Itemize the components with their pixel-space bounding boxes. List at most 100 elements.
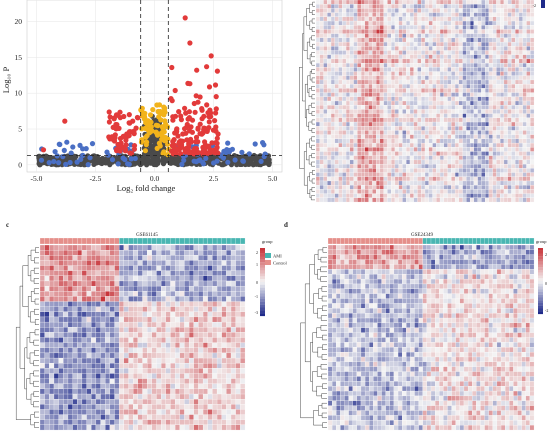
heatmap-cell <box>349 109 354 114</box>
heatmap-cell <box>515 138 520 144</box>
heatmap-cell <box>334 138 339 144</box>
heatmap-cell <box>454 96 460 102</box>
heatmap-cell <box>353 159 358 165</box>
heatmap-cell <box>439 126 444 131</box>
heatmap-cell <box>109 280 115 287</box>
heatmap-cell <box>230 244 236 251</box>
heatmap-cell <box>424 117 429 123</box>
heatmap-cell <box>161 270 166 277</box>
heatmap-cell <box>383 41 388 47</box>
heatmap-cell <box>383 193 388 198</box>
heatmap-cell <box>91 352 97 359</box>
heatmap-cell <box>462 50 467 55</box>
heatmap-cell <box>221 347 227 354</box>
heatmap-cell <box>477 121 482 127</box>
heatmap-cell <box>458 109 463 114</box>
heatmap-cell <box>91 260 97 266</box>
heatmap-cell <box>454 62 460 68</box>
heatmap-cell <box>357 121 362 127</box>
heatmap-cell <box>417 20 422 26</box>
heatmap-cell <box>447 79 452 85</box>
heatmap-cell <box>428 58 433 64</box>
heatmap-cell <box>357 62 362 68</box>
heatmap-cell <box>349 92 354 97</box>
heatmap-cell <box>417 88 422 93</box>
heatmap-cell <box>391 185 396 190</box>
heatmap-cell <box>184 265 190 271</box>
heatmap-cell <box>379 62 384 68</box>
heatmap-cell <box>462 172 467 177</box>
heatmap-cell <box>409 29 414 34</box>
heatmap-cell <box>402 180 407 186</box>
heatmap-cell <box>315 88 320 93</box>
heatmap-cell <box>376 54 381 60</box>
heatmap-cell <box>387 155 392 161</box>
heatmap-cell <box>417 105 422 110</box>
heatmap-cell <box>413 75 418 81</box>
heatmap-cell <box>338 185 343 190</box>
heatmap-cell <box>342 180 347 186</box>
heatmap-cell <box>488 4 493 9</box>
heatmap-cell <box>492 155 497 161</box>
heatmap-cell <box>406 138 411 144</box>
volcano-point <box>193 93 199 99</box>
heatmap-cell <box>105 347 111 354</box>
heatmap-cell <box>368 100 373 106</box>
heatmap-cell <box>147 327 152 333</box>
group-bar-cell <box>230 237 236 245</box>
heatmap-cell <box>230 250 236 256</box>
heatmap-cell <box>424 197 429 203</box>
heatmap-cell <box>402 134 407 140</box>
heatmap-cell <box>364 117 369 123</box>
heatmap-cell <box>368 20 373 26</box>
heatmap-cell <box>466 75 471 81</box>
heatmap-cell <box>424 46 429 51</box>
heatmap-cell <box>466 134 471 140</box>
heatmap-cell <box>319 67 324 72</box>
heatmap-cell <box>100 327 106 333</box>
heatmap-cell <box>330 25 335 30</box>
heatmap-cell <box>156 327 162 333</box>
heatmap-cell <box>357 75 362 81</box>
volcano-point <box>168 156 174 162</box>
heatmap-cell <box>443 88 448 93</box>
heatmap-cell <box>398 25 403 30</box>
heatmap-cell <box>330 109 335 114</box>
heatmap-cell <box>526 79 531 85</box>
heatmap-cell <box>409 151 414 156</box>
heatmap-cell <box>161 291 166 297</box>
heatmap-cell <box>473 41 478 47</box>
heatmap-cell <box>394 75 399 81</box>
heatmap-cell <box>522 33 527 39</box>
heatmap-cell <box>193 265 199 271</box>
heatmap-cell <box>128 347 134 354</box>
heatmap-cell <box>409 37 414 43</box>
heatmap-cell <box>503 41 508 47</box>
heatmap-cell <box>432 58 437 64</box>
heatmap-cell <box>398 105 403 110</box>
heatmap-cell <box>526 16 531 22</box>
heatmap-cell <box>391 134 396 140</box>
heatmap-cell <box>342 159 347 165</box>
heatmap-cell <box>421 16 426 22</box>
volcano-point <box>120 133 126 139</box>
heatmap-cell <box>119 327 125 333</box>
heatmap-cell <box>323 142 328 148</box>
heatmap-cell <box>151 285 157 292</box>
heatmap-cell <box>330 79 335 85</box>
heatmap-cell <box>511 0 516 5</box>
heatmap-cell <box>413 151 418 156</box>
heatmap-cell <box>511 88 516 93</box>
heatmap-cell <box>49 270 55 277</box>
heatmap-cell <box>511 25 516 30</box>
heatmap-cell <box>123 275 129 282</box>
heatmap-cell <box>161 306 166 312</box>
heatmap-cell <box>364 67 369 72</box>
heatmap-cell <box>338 71 343 76</box>
heatmap-cell <box>86 291 92 297</box>
heatmap-cell <box>39 301 45 307</box>
heatmap-cell <box>212 337 218 343</box>
heatmap-cell <box>226 311 232 318</box>
volcano-point <box>240 158 246 164</box>
heatmap-cell <box>372 58 377 64</box>
